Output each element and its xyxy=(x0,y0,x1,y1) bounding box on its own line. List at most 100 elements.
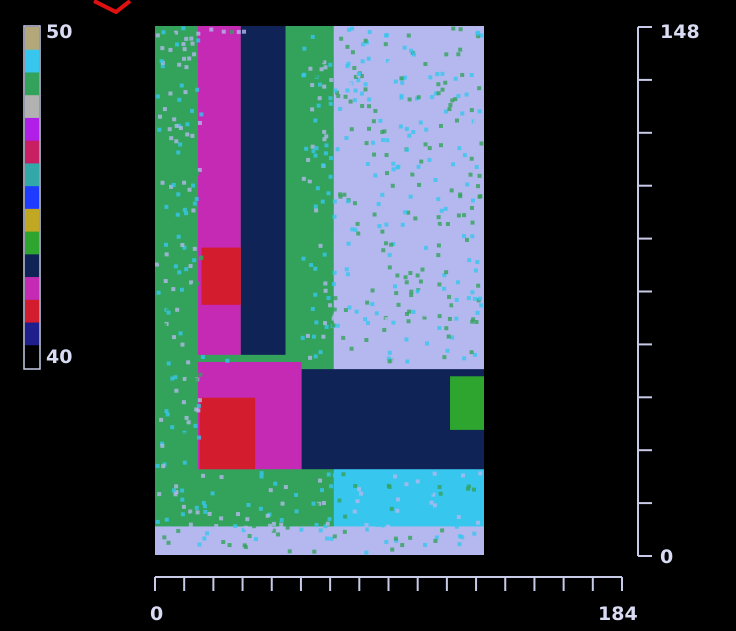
heatmap-region-9 xyxy=(199,397,256,470)
texture-speck xyxy=(456,213,461,218)
texture-speck xyxy=(164,217,169,222)
texture-speck xyxy=(316,234,321,239)
texture-speck xyxy=(344,136,349,141)
texture-speck xyxy=(377,224,382,229)
texture-speck xyxy=(387,60,392,65)
texture-speck xyxy=(475,310,480,315)
texture-speck xyxy=(294,29,299,34)
texture-speck xyxy=(395,165,400,170)
texture-speck xyxy=(184,415,189,420)
texture-speck xyxy=(387,265,392,270)
texture-speck xyxy=(305,333,310,338)
texture-speck xyxy=(197,542,202,547)
texture-speck xyxy=(479,141,484,146)
texture-speck xyxy=(190,133,195,138)
texture-speck xyxy=(167,127,172,132)
texture-speck xyxy=(387,484,392,489)
texture-speck xyxy=(476,520,481,525)
texture-speck xyxy=(427,146,432,151)
texture-speck xyxy=(444,270,449,275)
texture-speck xyxy=(199,255,204,260)
texture-speck xyxy=(389,242,394,247)
texture-speck xyxy=(336,94,341,99)
texture-speck xyxy=(436,237,441,242)
texture-speck xyxy=(196,403,201,408)
texture-speck xyxy=(311,501,316,506)
texture-speck xyxy=(159,163,164,168)
texture-speck xyxy=(177,50,182,55)
texture-speck xyxy=(172,335,177,340)
texture-speck xyxy=(415,273,420,278)
texture-speck xyxy=(328,156,333,161)
texture-speck xyxy=(341,335,346,340)
texture-speck xyxy=(169,136,174,141)
texture-speck xyxy=(353,284,358,289)
texture-speck xyxy=(447,260,452,265)
texture-speck xyxy=(422,315,427,320)
texture-speck xyxy=(411,282,416,287)
texture-speck xyxy=(352,98,357,103)
texture-speck xyxy=(319,67,324,72)
texture-speck xyxy=(331,282,336,287)
texture-speck xyxy=(363,317,368,322)
texture-speck xyxy=(472,296,477,301)
texture-speck xyxy=(451,162,456,167)
texture-speck xyxy=(157,492,162,497)
texture-speck xyxy=(337,498,342,503)
texture-speck xyxy=(192,283,197,288)
texture-speck xyxy=(469,350,474,355)
texture-speck xyxy=(177,62,182,67)
texture-speck xyxy=(335,147,340,152)
texture-speck xyxy=(380,192,385,197)
texture-speck xyxy=(380,524,385,529)
texture-speck xyxy=(165,412,170,417)
texture-speck xyxy=(437,326,442,331)
texture-speck xyxy=(424,127,429,132)
texture-speck xyxy=(178,331,183,336)
texture-speck xyxy=(406,319,411,324)
texture-speck xyxy=(424,112,429,117)
texture-speck xyxy=(302,46,307,51)
x-tick-label-max: 184 xyxy=(598,603,638,625)
texture-speck xyxy=(384,222,389,227)
texture-speck xyxy=(478,194,483,199)
texture-speck xyxy=(434,535,439,540)
texture-speck xyxy=(190,276,195,281)
texture-speck xyxy=(194,505,199,510)
texture-speck xyxy=(345,64,350,69)
texture-speck xyxy=(423,245,428,250)
texture-speck xyxy=(186,360,191,365)
texture-speck xyxy=(459,168,464,173)
texture-speck xyxy=(326,510,331,515)
texture-speck xyxy=(182,56,187,61)
texture-speck xyxy=(332,270,337,275)
texture-speck xyxy=(246,502,251,507)
texture-speck xyxy=(367,97,372,102)
texture-speck xyxy=(450,210,455,215)
texture-speck xyxy=(344,267,349,272)
y-axis xyxy=(637,26,652,557)
texture-speck xyxy=(176,150,181,155)
texture-speck xyxy=(313,354,318,359)
texture-speck xyxy=(338,192,343,197)
texture-speck xyxy=(176,192,181,197)
texture-speck xyxy=(194,196,199,201)
texture-speck xyxy=(436,215,441,220)
texture-speck xyxy=(441,219,446,224)
texture-speck xyxy=(451,501,456,506)
texture-speck xyxy=(155,63,160,68)
texture-speck xyxy=(156,256,161,261)
texture-speck xyxy=(409,289,414,294)
texture-speck xyxy=(403,275,408,280)
corner-marker xyxy=(93,0,132,14)
texture-speck xyxy=(396,302,401,307)
texture-speck xyxy=(197,167,202,172)
texture-speck xyxy=(479,303,484,308)
texture-speck xyxy=(381,37,386,42)
texture-speck xyxy=(177,97,182,102)
colorbar-level xyxy=(25,254,39,278)
texture-speck xyxy=(189,36,194,41)
texture-speck xyxy=(332,307,337,312)
texture-speck xyxy=(191,208,196,213)
texture-speck xyxy=(387,350,392,355)
